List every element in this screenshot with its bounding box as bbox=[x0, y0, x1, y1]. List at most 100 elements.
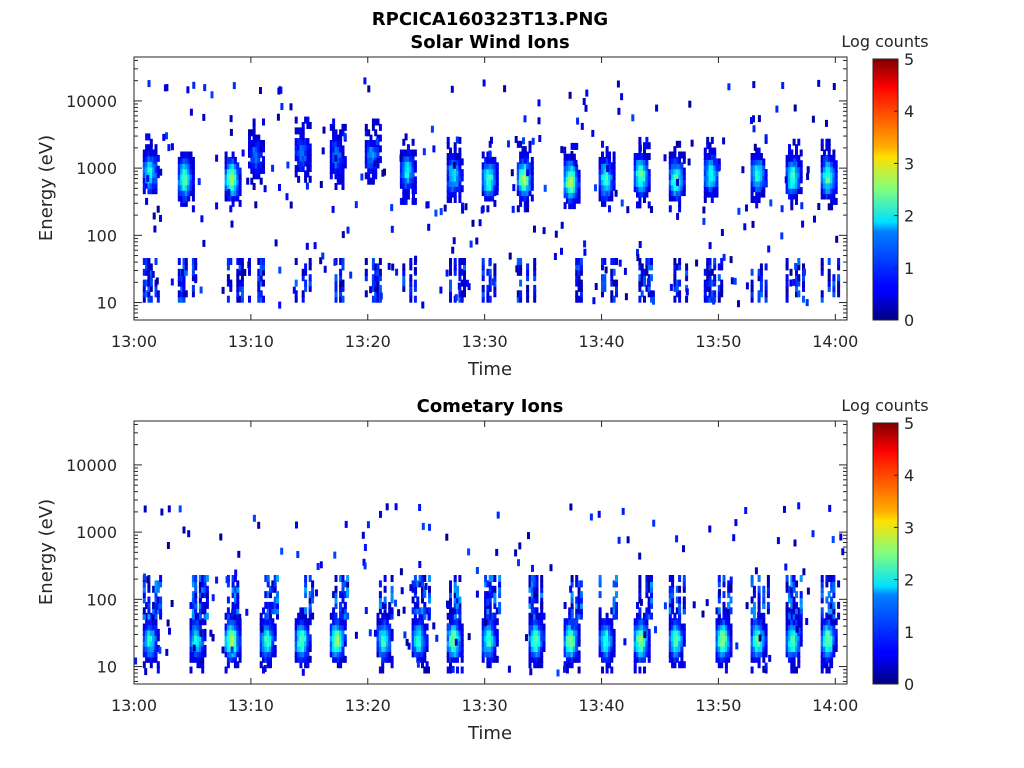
spectrogram-cell bbox=[713, 290, 717, 298]
spectrogram-cell bbox=[388, 634, 392, 642]
spectrogram-cell bbox=[364, 140, 368, 147]
spectrogram-cell bbox=[177, 183, 181, 191]
spectrogram-cell bbox=[458, 645, 462, 652]
spectrogram-cell bbox=[675, 183, 679, 191]
spectrogram-cell bbox=[456, 158, 459, 166]
spectrogram-cell bbox=[638, 618, 642, 626]
spectrogram-cell bbox=[259, 645, 263, 652]
spectrogram-cell bbox=[145, 160, 149, 168]
spectrogram-cell bbox=[306, 634, 310, 642]
spectrogram-cell bbox=[832, 650, 836, 658]
spectrogram-cell bbox=[388, 639, 392, 647]
spectrogram-cell bbox=[612, 628, 616, 636]
spectrogram-cell bbox=[603, 284, 607, 292]
spectrogram-cell bbox=[488, 628, 492, 636]
spectrogram-cell bbox=[488, 634, 492, 642]
spectrogram-cell bbox=[224, 645, 228, 652]
spectrogram-cell bbox=[570, 180, 574, 188]
spectrogram-cell bbox=[823, 661, 826, 669]
spectrogram-cell bbox=[236, 178, 240, 186]
spectrogram-cell bbox=[421, 585, 424, 593]
spectrogram-cell bbox=[445, 269, 449, 277]
spectrogram-cell bbox=[823, 645, 826, 652]
spectrogram-cell bbox=[191, 612, 195, 620]
spectrogram-cell bbox=[255, 145, 258, 153]
spectrogram-cell bbox=[575, 279, 579, 287]
spectrogram-cell bbox=[762, 628, 766, 636]
spectrogram-cell bbox=[238, 199, 242, 207]
spectrogram-cell bbox=[257, 161, 261, 169]
spectrogram-cell bbox=[390, 596, 394, 604]
spectrogram-cell bbox=[155, 277, 159, 285]
spectrogram-cell bbox=[336, 639, 340, 647]
spectrogram-cell bbox=[332, 655, 336, 663]
spectrogram-cell bbox=[418, 645, 422, 652]
spectrogram-cell bbox=[194, 258, 198, 265]
spectrogram-cell bbox=[572, 142, 576, 150]
spectrogram-cell bbox=[503, 85, 507, 93]
spectrogram-cell bbox=[484, 612, 488, 620]
spectrogram-cell bbox=[165, 84, 169, 92]
spectrogram-cell bbox=[413, 601, 417, 609]
spectrogram-cell bbox=[715, 185, 719, 193]
spectrogram-cell bbox=[341, 639, 345, 647]
spectrogram-cell bbox=[750, 185, 754, 193]
spectrogram-cell bbox=[650, 258, 653, 265]
spectrogram-cell bbox=[177, 268, 181, 276]
spectrogram-cell bbox=[145, 171, 149, 179]
spectrogram-cell bbox=[418, 639, 422, 647]
spectrogram-cell bbox=[402, 192, 406, 200]
spectrogram-cell bbox=[626, 206, 630, 214]
spectrogram-cell bbox=[149, 634, 153, 642]
spectrogram-cell bbox=[226, 639, 230, 647]
spectrogram-cell bbox=[224, 194, 228, 202]
spectrogram-cell bbox=[192, 81, 196, 89]
spectrogram-cell bbox=[321, 252, 325, 260]
spectrogram-cell bbox=[663, 602, 667, 610]
spectrogram-cell bbox=[643, 169, 646, 177]
spectrogram-cell bbox=[678, 183, 682, 191]
spectrogram-cell bbox=[147, 634, 151, 642]
spectrogram-cell bbox=[671, 173, 675, 180]
spectrogram-cell bbox=[145, 268, 149, 276]
spectrogram-cell bbox=[675, 263, 679, 271]
spectrogram-cell bbox=[526, 156, 530, 164]
spectrogram-cell bbox=[797, 263, 801, 271]
spectrogram-cell bbox=[491, 178, 495, 186]
spectrogram-cell bbox=[413, 279, 417, 287]
spectrogram-cell bbox=[371, 145, 375, 153]
spectrogram-cell bbox=[640, 163, 644, 171]
colorbar-label: Log counts bbox=[841, 32, 928, 51]
spectrogram-cell bbox=[598, 167, 602, 175]
spectrogram-cell bbox=[579, 258, 583, 265]
spectrogram-cell bbox=[154, 290, 158, 298]
spectrogram-cell bbox=[750, 163, 754, 171]
spectrogram-cell bbox=[243, 269, 247, 276]
spectrogram-cell bbox=[301, 138, 305, 146]
spectrogram-cell bbox=[381, 618, 385, 626]
spectrogram-cell bbox=[722, 650, 726, 658]
spectrogram-cell bbox=[198, 655, 202, 663]
spectrogram-cell bbox=[830, 623, 834, 631]
spectrogram-cell bbox=[266, 655, 270, 663]
spectrogram-cell bbox=[673, 173, 677, 180]
spectrogram-cell bbox=[304, 175, 308, 183]
spectrogram-cell bbox=[533, 634, 537, 642]
spectrogram-cell bbox=[201, 634, 205, 642]
spectrogram-cell bbox=[255, 166, 258, 174]
spectrogram-cell bbox=[577, 268, 581, 276]
spectrogram-cell bbox=[346, 226, 350, 234]
spectrogram-cell bbox=[152, 187, 156, 195]
spectrogram-cell bbox=[603, 639, 607, 647]
spectrogram-cell bbox=[832, 197, 836, 205]
spectrogram-cell bbox=[673, 183, 677, 191]
spectrogram-cell bbox=[329, 634, 333, 642]
spectrogram-cell bbox=[453, 196, 457, 203]
spectrogram-cell bbox=[680, 183, 684, 191]
spectrogram-cell bbox=[832, 612, 836, 620]
spectrogram-cell bbox=[764, 295, 768, 303]
spectrogram-cell bbox=[371, 284, 375, 292]
spectrogram-cell bbox=[484, 645, 488, 652]
spectrogram-cell bbox=[259, 166, 263, 174]
spectrogram-cell bbox=[673, 194, 677, 202]
